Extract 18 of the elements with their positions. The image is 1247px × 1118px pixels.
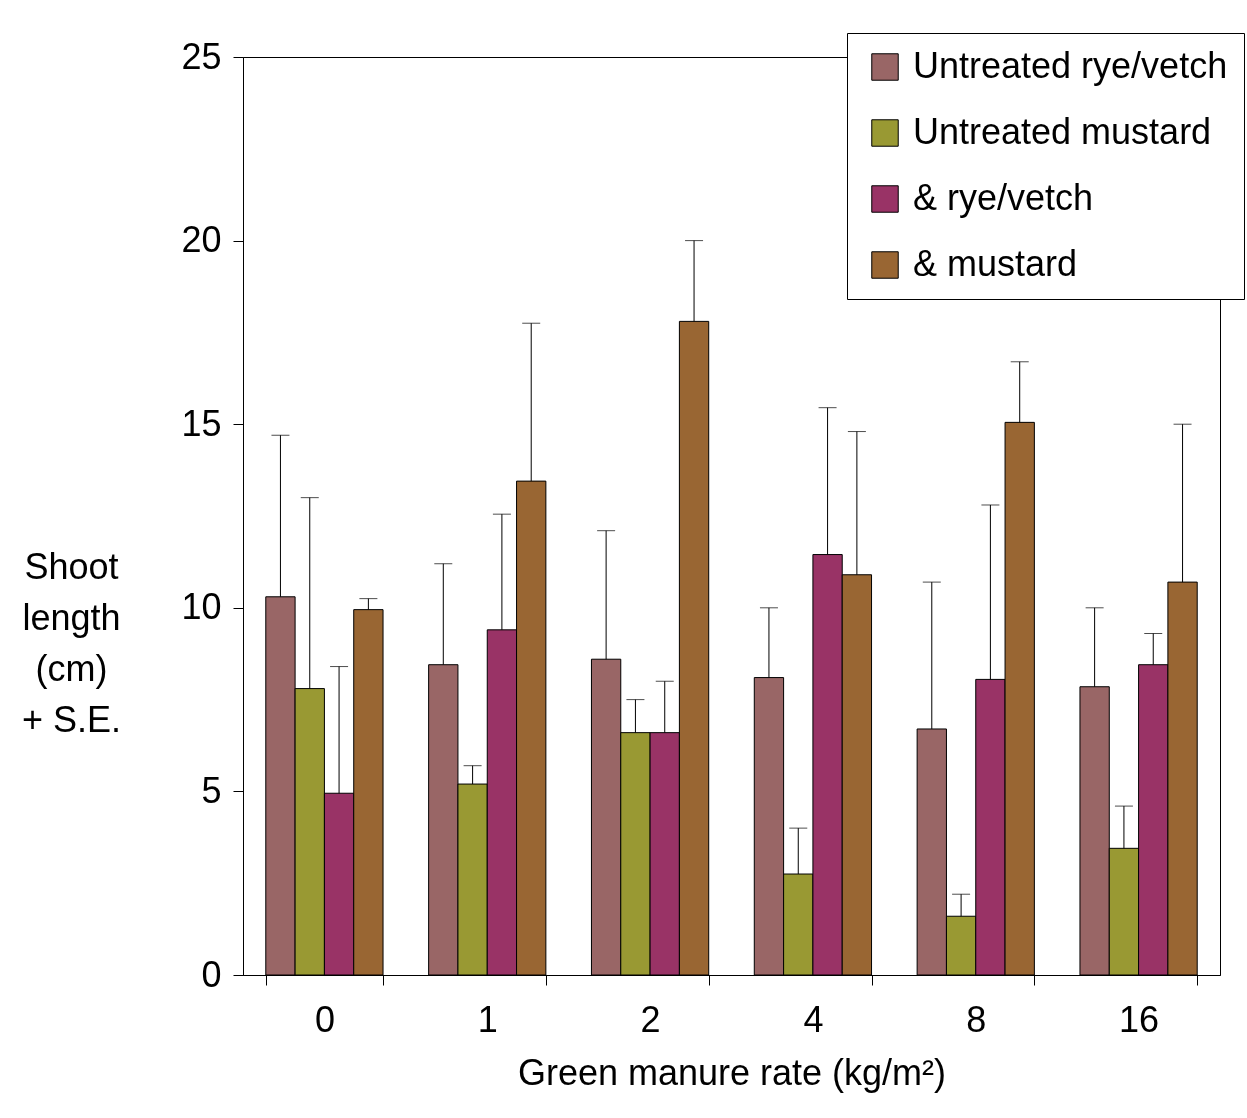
x-tick-label: 1	[477, 998, 498, 1040]
x-tick-label: 8	[966, 998, 987, 1040]
x-axis-title: Green manure rate (kg/m²)	[517, 1051, 947, 1093]
legend-label: & rye/vetch	[913, 177, 1094, 218]
x-tick-label: 0	[314, 998, 335, 1040]
legend-label: & mustard	[913, 243, 1078, 284]
y-tick-label: 15	[181, 402, 222, 444]
y-tick-label: 5	[201, 769, 222, 811]
x-tick-label: 2	[640, 998, 661, 1040]
x-tick-label: 4	[803, 998, 824, 1040]
y-tick-label: 0	[201, 953, 222, 995]
y-tick-label: 10	[181, 586, 222, 628]
x-tick-label: 16	[1119, 998, 1160, 1040]
y-tick-label: 20	[181, 219, 222, 261]
y-tick-label: 25	[181, 35, 222, 77]
y-axis-title: Shoot length (cm) + S.E.	[21, 545, 122, 740]
legend-label: Untreated mustard	[913, 111, 1212, 152]
legend-label: Untreated rye/vetch	[913, 45, 1228, 86]
